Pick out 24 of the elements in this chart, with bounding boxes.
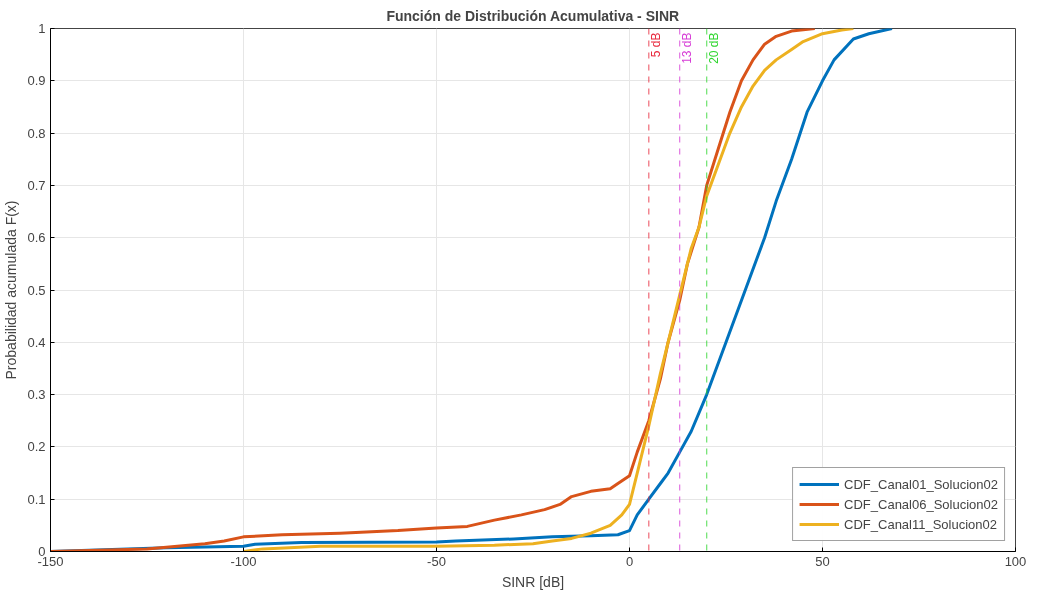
ref-line-label: 20 dB [706, 32, 721, 64]
chart-title: Función de Distribución Acumulativa - SINR [386, 7, 680, 24]
y-axis-title: Probabilidad acumulada F(x) [3, 200, 20, 380]
y-tick-label: 1 [38, 21, 46, 36]
x-tick-label: 50 [815, 553, 830, 569]
x-axis-title: SINR [dB] [501, 573, 565, 590]
x-tick-label: -100 [230, 553, 257, 569]
y-tick-label: 0.3 [27, 387, 46, 403]
y-tick-label: 0.8 [27, 125, 46, 141]
y-tick-label: 0.7 [27, 177, 46, 193]
y-tick-label: 0.5 [27, 282, 46, 298]
y-tick-label: 0.9 [27, 73, 46, 89]
y-tick-label: 0.1 [27, 491, 46, 507]
y-tick-label: 0.6 [27, 230, 46, 246]
ref-line-label: 13 dB [679, 32, 694, 64]
ref-line-label: 5 dB [648, 32, 663, 58]
legend-label: CDF_Canal06_Solucion02 [844, 496, 998, 512]
x-tick-label: 0 [625, 553, 634, 569]
legend-label: CDF_Canal01_Solucion02 [844, 476, 998, 492]
x-tick-label: 100 [1004, 553, 1027, 569]
x-tick-label: -50 [427, 553, 446, 569]
y-tick-label: 0.2 [27, 439, 46, 455]
y-tick-label: 0.4 [27, 334, 46, 350]
legend-label: CDF_Canal11_Solucion02 [844, 516, 998, 532]
